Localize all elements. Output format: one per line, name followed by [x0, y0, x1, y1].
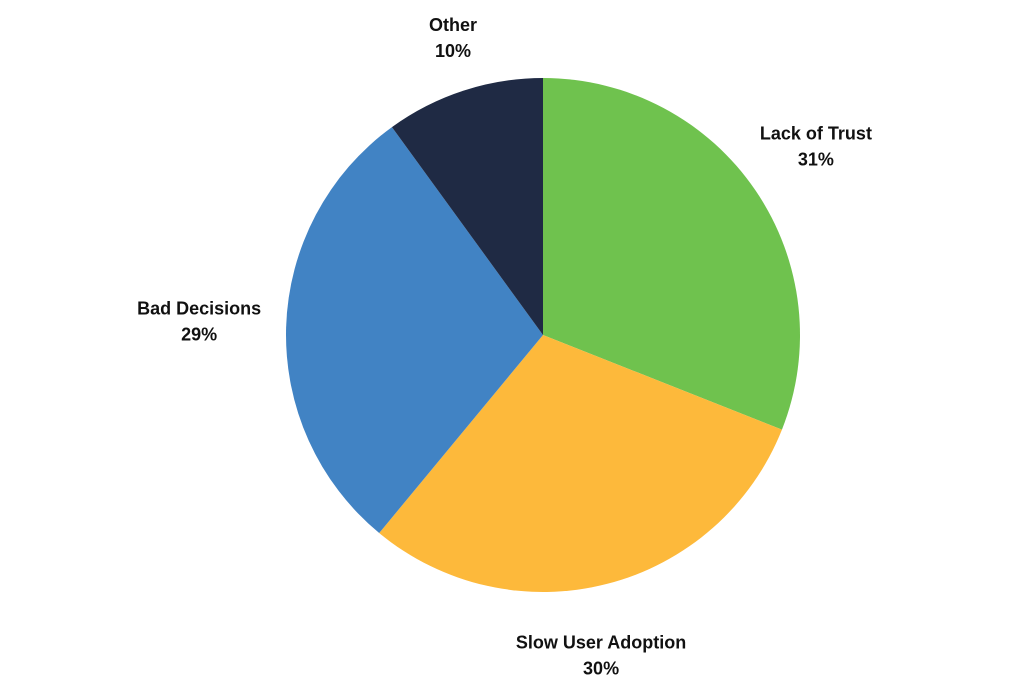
pie-slice-lack-of-trust [543, 78, 800, 430]
pie-slice-bad-decisions [285, 127, 543, 534]
pie-label-percent: 10% [435, 41, 471, 61]
pie-label-percent: 30% [583, 659, 619, 679]
pie-label-bad-decisions: Bad Decisions 29% [137, 299, 261, 345]
pie-label-name: Bad Decisions [137, 299, 261, 319]
pie-slice-other [391, 78, 543, 335]
pie-labels: Lack of Trust 31% Slow User Adoption 30% Bad… [137, 15, 872, 678]
pie-label-lack-of-trust: Lack of Trust 31% [760, 124, 872, 170]
pie-slice-slow-user-adoption [379, 335, 782, 593]
pie-label-name: Slow User Adoption [516, 633, 686, 653]
pie-label-percent: 29% [181, 325, 217, 345]
pie-label-other: Other 10% [429, 15, 477, 61]
pie-label-name: Lack of Trust [760, 124, 872, 144]
pie-label-percent: 31% [798, 150, 834, 170]
pie-slices [285, 78, 800, 593]
pie-label-slow-user-adoption: Slow User Adoption 30% [516, 633, 686, 679]
pie-label-name: Other [429, 15, 477, 35]
